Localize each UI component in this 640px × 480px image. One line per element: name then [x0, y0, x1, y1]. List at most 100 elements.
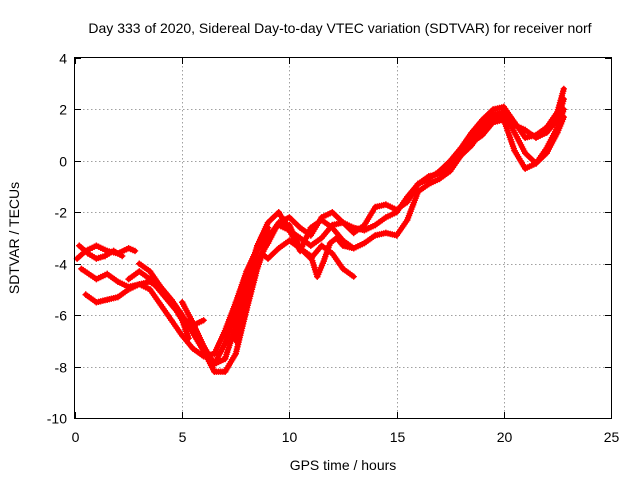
series-track-10: [258, 234, 357, 280]
data-point: [114, 293, 122, 301]
data-point: [286, 237, 293, 244]
data-point: [532, 160, 540, 167]
x-tick-label: 5: [179, 429, 187, 445]
y-tick-label: 2: [59, 102, 67, 118]
y-tick-label: -6: [55, 308, 68, 324]
x-tick-label: 15: [390, 429, 406, 445]
data-point: [232, 350, 239, 357]
data-point: [101, 252, 109, 260]
data-point: [136, 268, 143, 275]
series-line: [201, 106, 567, 367]
data-point: [372, 232, 379, 239]
data-point: [560, 106, 567, 113]
data-point: [543, 149, 550, 157]
x-tick-label: 20: [497, 429, 513, 445]
data-point: [314, 273, 321, 280]
data-point: [76, 242, 83, 249]
data-point: [254, 247, 261, 255]
data-point: [104, 296, 111, 303]
data-point: [125, 283, 132, 291]
data-point: [554, 129, 561, 136]
data-point: [93, 255, 100, 262]
x-tick-label: 10: [282, 429, 298, 445]
data-point: [168, 317, 175, 324]
data-point: [131, 247, 139, 255]
data-point: [489, 119, 497, 126]
data-point: [404, 198, 411, 206]
data-point: [511, 147, 518, 154]
data-point: [296, 224, 304, 231]
data-point: [339, 242, 347, 249]
data-point: [350, 229, 357, 237]
data-series: [73, 85, 567, 375]
data-point: [361, 239, 368, 247]
data-point: [232, 306, 239, 314]
data-point: [157, 283, 164, 291]
data-point: [168, 296, 175, 303]
data-point: [404, 216, 411, 224]
data-point: [93, 275, 100, 283]
data-point: [522, 165, 529, 172]
data-point: [522, 149, 529, 157]
data-point: [468, 129, 475, 136]
data-point: [275, 245, 282, 252]
data-point: [414, 180, 422, 188]
data-point: [511, 119, 518, 126]
series-track-5: [125, 268, 207, 329]
data-point: [84, 250, 92, 257]
data-point: [146, 286, 154, 293]
y-tick-label: -8: [55, 360, 68, 376]
plot-frame: [74, 57, 612, 419]
data-point: [393, 232, 400, 239]
data-point: [211, 360, 218, 368]
data-point: [200, 317, 207, 324]
data-point: [382, 201, 390, 208]
data-point: [489, 106, 497, 113]
series-track-8: [200, 106, 567, 368]
data-point: [275, 209, 282, 216]
data-point: [500, 103, 507, 111]
data-point: [93, 299, 100, 306]
data-point: [554, 108, 561, 116]
axes: 0 5 10 15 20 25 -10 -8 -6 -4 -2 0 2 4: [47, 51, 620, 446]
data-point: [522, 134, 529, 141]
data-point: [447, 160, 454, 167]
data-point: [372, 221, 379, 229]
data-point: [382, 229, 390, 237]
data-point: [78, 265, 85, 273]
data-point: [329, 221, 336, 229]
data-point: [560, 85, 567, 93]
data-point: [114, 278, 122, 285]
x-axis-label: GPS time / hours: [290, 457, 397, 473]
data-point: [479, 116, 486, 123]
data-point: [110, 247, 117, 255]
data-point: [318, 242, 325, 249]
data-point: [436, 167, 443, 175]
data-point: [93, 242, 100, 249]
data-point: [307, 242, 314, 249]
data-point: [258, 250, 265, 257]
data-point: [221, 355, 229, 363]
data-point: [136, 281, 143, 288]
series-track-2: [76, 242, 126, 262]
data-point: [200, 345, 207, 352]
data-point: [221, 340, 229, 347]
x-tick-label: 0: [72, 429, 80, 445]
data-point: [179, 299, 186, 306]
data-point: [146, 275, 154, 283]
data-point: [511, 129, 518, 136]
data-point: [350, 273, 357, 280]
data-point: [296, 234, 304, 242]
data-point: [457, 149, 465, 157]
data-point: [479, 131, 486, 139]
data-point: [179, 311, 186, 319]
y-tick-label: 0: [59, 154, 67, 170]
data-point: [329, 209, 336, 216]
data-point: [179, 332, 186, 339]
data-point: [232, 337, 239, 345]
data-point: [275, 219, 282, 226]
data-point: [307, 252, 314, 260]
data-point: [307, 232, 314, 239]
data-point: [361, 221, 368, 229]
